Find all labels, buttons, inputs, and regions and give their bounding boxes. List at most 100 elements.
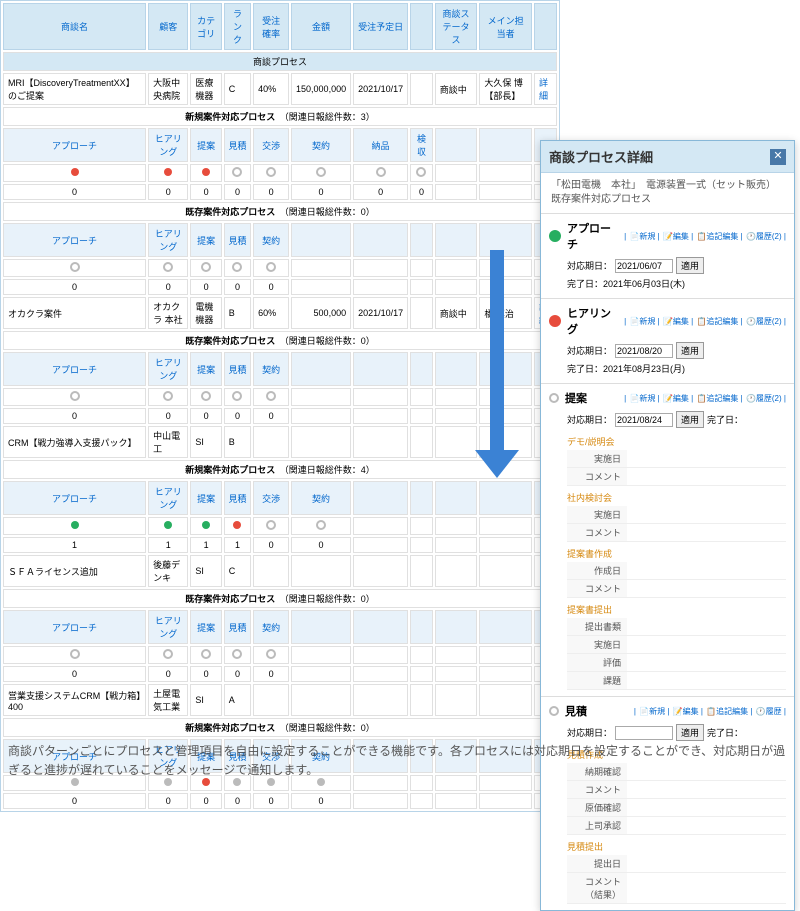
process-dots-row [3,259,557,277]
edit-link[interactable]: 📝編集 [663,317,689,326]
col-header[interactable]: 顧客 [148,3,188,50]
process-counts-row: 111100 [3,537,557,553]
new-link[interactable]: 📄新規 [629,394,655,403]
field-value[interactable] [627,672,786,689]
process-dots-row [3,517,557,535]
append-link[interactable]: 📋追記編集 [696,394,738,403]
append-link[interactable]: 📋追記編集 [696,317,738,326]
col-header[interactable]: メイン担当者 [479,3,532,50]
field-label: コメント [567,468,627,485]
apply-button[interactable]: 適用 [676,724,704,741]
field-value[interactable] [627,468,786,485]
process-stages-header: アプローチヒアリング提案見積契約 [3,610,557,644]
deal-row[interactable]: オカクラ案件オカクラ 本社電機機器B60%500,0002021/10/17商談… [3,297,557,329]
edit-link[interactable]: 📝編集 [663,394,689,403]
process-counts-row: 00000 [3,408,557,424]
field-value[interactable] [627,580,786,597]
stage-status-dot [549,230,561,242]
col-header[interactable]: ランク [224,3,251,50]
due-date-input[interactable] [615,344,673,358]
field-label: 作成日 [567,562,627,579]
done-label: 完了日：2021年06月03日(木) [567,277,685,290]
col-header[interactable]: 金額 [291,3,351,50]
process-label: 既存案件対応プロセス （関連日報総件数：0） [3,202,557,221]
process-dots-row [3,388,557,406]
done-label: 完了日： [707,726,743,739]
detail-link[interactable]: 詳細 [534,73,557,105]
deal-row[interactable]: CRM【戦力強導入支援パック】中山電工SIB [3,426,557,458]
stage-status-dot [549,706,559,716]
new-link[interactable]: 📄新規 [629,232,655,241]
due-date-input[interactable] [615,413,673,427]
description-text: 商談パターンごとにプロセスと管理項目を自由に設定することができる機能です。各プロ… [0,742,800,780]
due-label: 対応期日： [567,726,612,739]
deal-name[interactable]: オカクラ案件 [3,297,146,329]
close-icon[interactable]: ✕ [770,149,786,165]
status-dot-empty [316,167,326,177]
history-link[interactable]: 🕐履歴(2) [746,232,782,241]
deal-name[interactable]: 営業支援システムCRM【戦力箱】400 [3,684,146,716]
status-dot [71,521,79,529]
deal-row[interactable]: MRI【DiscoveryTreatmentXX】のご提案大阪中央病院医療機器C… [3,73,557,105]
stage-アプローチ: アプローチ| 📄新規 | 📝編集 | 📋追記編集 | 🕐履歴(2) |対応期日：… [541,213,794,298]
status-dot-empty [201,262,211,272]
due-label: 対応期日： [567,259,612,272]
field-value[interactable] [627,506,786,523]
status-dot-empty [232,167,242,177]
process-stages-header: アプローチヒアリング提案見積交渉契約納品検収 [3,128,557,162]
sub-title: 提案書提出 [567,601,786,618]
apply-button[interactable]: 適用 [676,411,704,428]
field-value[interactable] [627,781,786,798]
field-value[interactable] [627,855,786,872]
apply-button[interactable]: 適用 [676,257,704,274]
edit-link[interactable]: 📝編集 [673,707,699,716]
due-date-input[interactable] [615,259,673,273]
deal-row[interactable]: ＳＦＡライセンス追加後藤デンキSIC [3,555,557,587]
history-link[interactable]: 🕐履歴(2) [746,317,782,326]
field-value[interactable] [627,636,786,653]
field-value[interactable] [627,450,786,467]
append-link[interactable]: 📋追記編集 [696,232,738,241]
new-link[interactable]: 📄新規 [629,317,655,326]
col-header[interactable]: 商談ステータス [435,3,478,50]
process-detail-panel: 商談プロセス詳細 ✕ 「松田電機 本社」 電源装置一式（セット販売）既存案件対応… [540,140,795,911]
append-link[interactable]: 📋追記編集 [706,707,748,716]
field-value[interactable] [627,873,786,903]
deal-row[interactable]: 営業支援システムCRM【戦力箱】400土屋電気工業SIA [3,684,557,716]
edit-link[interactable]: 📝編集 [663,232,689,241]
due-label: 対応期日： [567,344,612,357]
col-header[interactable]: 受注予定日 [353,3,408,50]
col-header[interactable] [534,3,557,50]
due-date-input[interactable] [615,726,673,740]
field-value[interactable] [627,618,786,635]
field-value[interactable] [627,817,786,834]
process-stages-header: アプローチヒアリング提案見積交渉契約 [3,481,557,515]
history-link[interactable]: 🕐履歴(2) [746,394,782,403]
status-dot-empty [266,391,276,401]
new-link[interactable]: 📄新規 [639,707,665,716]
customer: 後藤デンキ [148,555,188,587]
field-value[interactable] [627,799,786,816]
col-header[interactable] [410,3,433,50]
customer: 土屋電気工業 [148,684,188,716]
col-header[interactable]: カテゴリ [190,3,221,50]
sub-title: 提案書作成 [567,545,786,562]
stage-name: 見積 [565,703,628,719]
status-dot-empty [163,649,173,659]
done-label: 完了日： [707,413,743,426]
field-value[interactable] [627,654,786,671]
deal-name[interactable]: ＳＦＡライセンス追加 [3,555,146,587]
stage-name: ヒアリング [567,305,618,337]
sub-section: 提案書作成作成日コメント [567,545,786,598]
col-header[interactable]: 商談名 [3,3,146,50]
deal-name[interactable]: MRI【DiscoveryTreatmentXX】のご提案 [3,73,146,105]
history-link[interactable]: 🕐履歴 [756,707,782,716]
col-header[interactable]: 受注確率 [253,3,289,50]
apply-button[interactable]: 適用 [676,342,704,359]
field-value[interactable] [627,524,786,541]
deal-name[interactable]: CRM【戦力強導入支援パック】 [3,426,146,458]
sub-title: 見積提出 [567,838,786,855]
stage-name: 提案 [565,390,618,406]
field-value[interactable] [627,562,786,579]
customer: 中山電工 [148,426,188,458]
